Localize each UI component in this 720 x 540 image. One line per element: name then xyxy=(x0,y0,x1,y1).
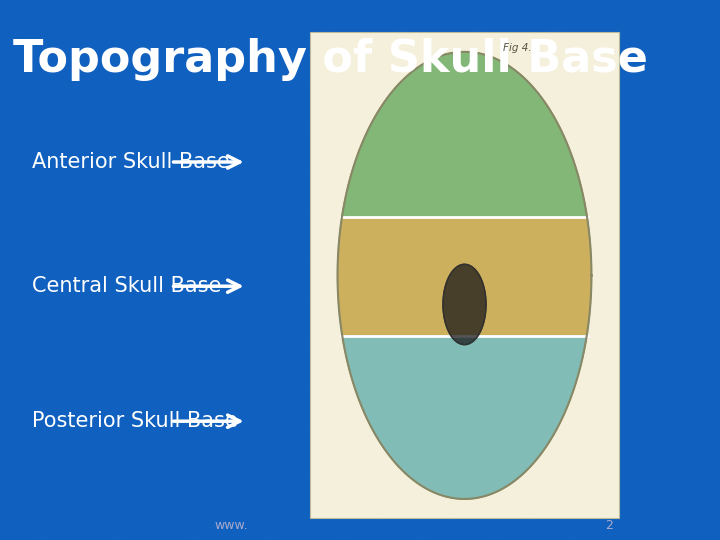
Text: Topography of Skull Base: Topography of Skull Base xyxy=(13,38,647,81)
Text: Fig 4.: Fig 4. xyxy=(503,43,531,53)
Text: Central Skull Base: Central Skull Base xyxy=(32,276,221,296)
Polygon shape xyxy=(443,264,486,345)
Text: www.: www. xyxy=(215,519,248,532)
Polygon shape xyxy=(338,52,591,499)
FancyBboxPatch shape xyxy=(310,32,619,518)
Polygon shape xyxy=(342,52,587,217)
Polygon shape xyxy=(342,336,587,499)
Text: Posterior Skull Base: Posterior Skull Base xyxy=(32,411,238,431)
Text: Anterior Skull Base: Anterior Skull Base xyxy=(32,152,230,172)
Text: 2: 2 xyxy=(605,519,613,532)
